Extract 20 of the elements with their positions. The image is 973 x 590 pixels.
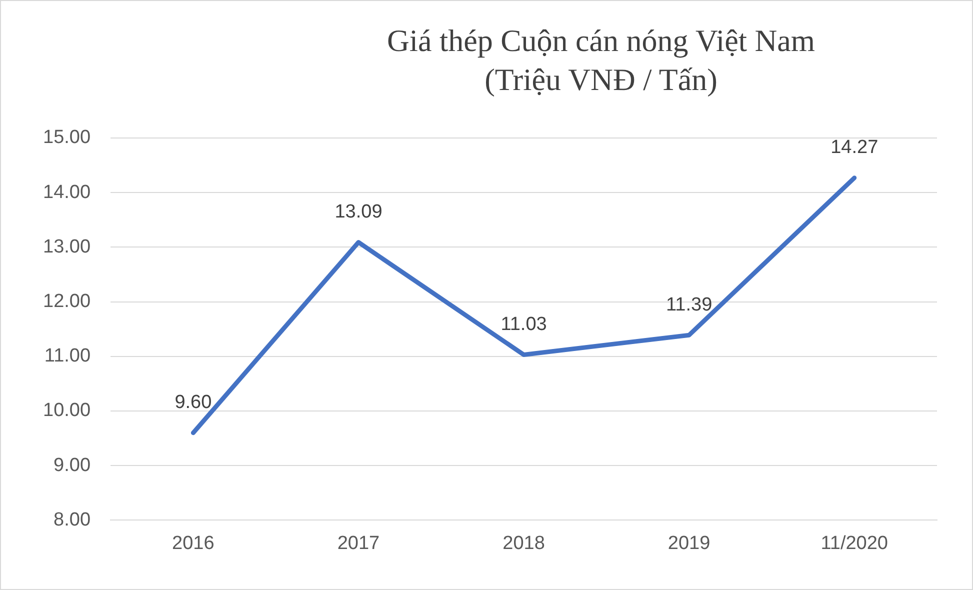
x-tick-label: 2017: [337, 532, 380, 554]
data-label: 9.60: [174, 392, 212, 414]
data-label: 13.09: [334, 202, 382, 223]
y-tick-label: 15.00: [43, 127, 91, 148]
chart-title: Giá thép Cuộn cán nóng Việt Nam: [386, 23, 816, 58]
y-tick-label: 8.00: [54, 509, 91, 530]
x-tick-label: 2019: [668, 532, 710, 554]
x-tick-label: 2016: [172, 532, 214, 554]
y-tick-label: 13.00: [43, 236, 91, 258]
y-tick-label: 10.00: [43, 400, 91, 422]
chart-subtitle: (Triệu VNĐ / Tấn): [484, 62, 718, 98]
x-tick-label: 2018: [502, 532, 545, 554]
y-tick-label: 12.00: [43, 291, 91, 312]
data-label: 11.39: [666, 294, 712, 316]
y-tick-label: 9.00: [54, 454, 91, 476]
data-label: 11.03: [500, 314, 547, 335]
y-tick-label: 14.00: [43, 182, 91, 203]
x-tick-label: 11/2020: [820, 532, 888, 554]
y-tick-label: 11.00: [44, 346, 91, 367]
data-label: 14.27: [830, 137, 878, 158]
